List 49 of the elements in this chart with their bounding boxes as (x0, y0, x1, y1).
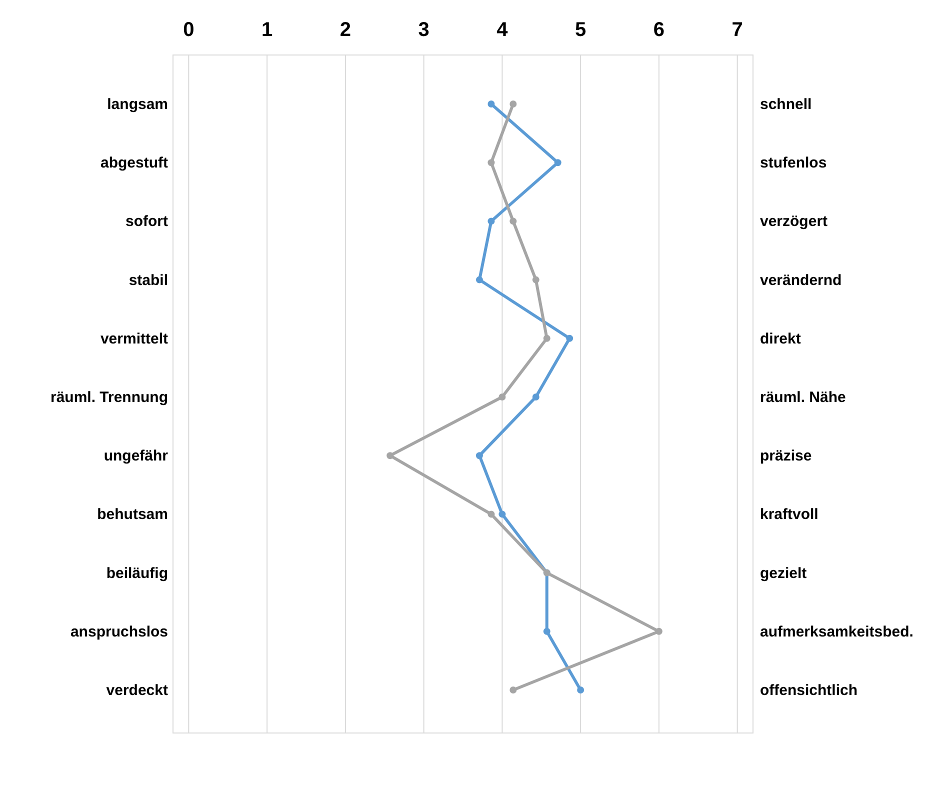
y-tick-label: räuml. Trennung (50, 389, 168, 406)
y-tick-label: abgestuft (100, 154, 168, 172)
x-tick-label: 4 (496, 19, 509, 41)
point (476, 452, 483, 460)
y2-tick-label: verändernd (760, 272, 842, 289)
x-tick-label: 1 (261, 19, 273, 41)
point (532, 394, 540, 400)
y-tick-label: sofort (126, 213, 168, 230)
y-tick-label: vermittelt (100, 330, 168, 348)
y-tick-label: anspruchslos (70, 623, 168, 640)
x-tick-label: 7 (732, 19, 743, 41)
point (498, 510, 506, 518)
point (554, 159, 562, 166)
x-tick-label: 5 (575, 19, 586, 41)
y-tick-label: ungefähr (104, 448, 168, 465)
y2-tick-label: gezielt (760, 564, 807, 582)
point (476, 276, 483, 284)
x-tick-label: 2 (340, 19, 351, 41)
point (543, 334, 550, 342)
point (566, 334, 574, 342)
point (488, 510, 495, 518)
point (543, 628, 550, 635)
y-tick-label: behutsam (97, 506, 168, 524)
point (488, 218, 495, 225)
y-tick-label: langsam (107, 96, 168, 113)
y-tick-label: beiläufig (106, 564, 168, 582)
point (498, 394, 506, 400)
y2-tick-label: offensichtlich (760, 682, 858, 699)
y2-tick-label: stufenlos (760, 154, 827, 172)
y2-tick-label: präzise (760, 448, 812, 465)
x-tick-label: 3 (418, 19, 430, 41)
point (386, 452, 394, 460)
y-tick-label: verdeckt (106, 682, 168, 699)
y2-tick-label: kraftvoll (760, 506, 818, 524)
y2-tick-label: schnell (760, 96, 812, 113)
point (577, 686, 584, 694)
x-tick-label: 6 (653, 19, 665, 41)
y2-tick-label: räuml. Nähe (760, 389, 846, 406)
point (510, 100, 517, 108)
point (488, 100, 495, 108)
y2-tick-label: direkt (760, 330, 801, 348)
y-tick-label: stabil (128, 272, 168, 289)
point (532, 276, 540, 284)
y2-tick-label: aufmerksamkeitsbed. (760, 623, 914, 640)
point (488, 159, 495, 166)
point (510, 686, 517, 694)
x-tick-label: 0 (183, 19, 194, 41)
y2-tick-label: verzögert (760, 213, 828, 230)
point (510, 218, 517, 225)
